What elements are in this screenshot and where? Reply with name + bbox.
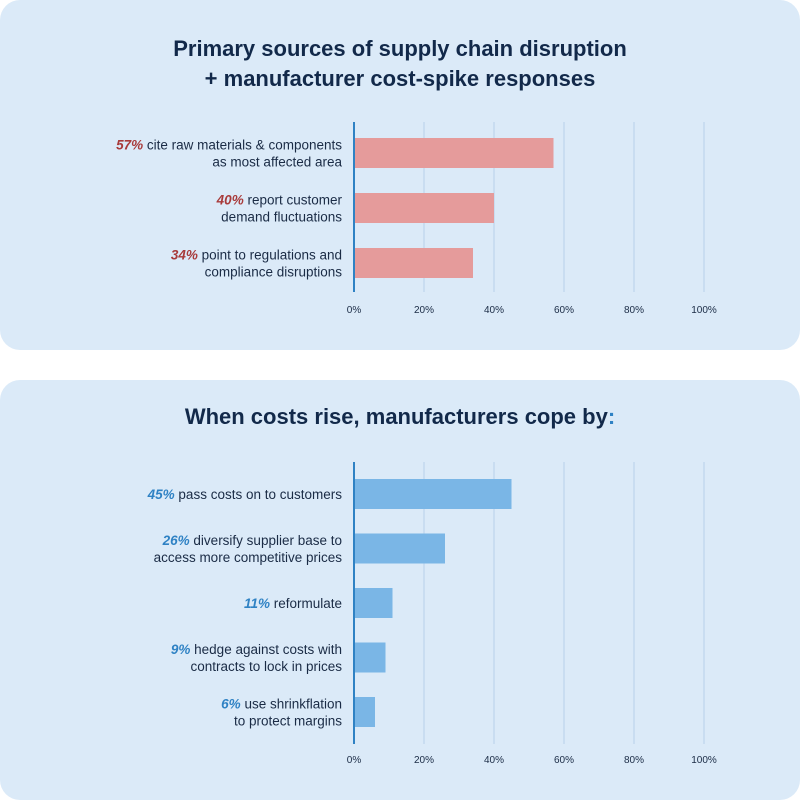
bar bbox=[354, 697, 375, 727]
x-tick-label: 60% bbox=[554, 305, 574, 316]
title-colon: : bbox=[607, 404, 616, 429]
category-label: 6% use shrinkflation bbox=[221, 697, 342, 712]
x-tick-label: 100% bbox=[691, 755, 717, 766]
x-tick-label: 0% bbox=[347, 305, 362, 316]
category-label: to protect margins bbox=[234, 714, 342, 729]
x-tick-label: 40% bbox=[484, 305, 504, 316]
percent-label: 40% bbox=[216, 193, 244, 208]
bar bbox=[354, 533, 445, 564]
category-label: 26% diversify supplier base to bbox=[162, 533, 342, 548]
bar bbox=[354, 642, 386, 673]
chart-title-disruption: Primary sources of supply chain disrupti… bbox=[0, 34, 800, 94]
category-label: 40% report customer bbox=[216, 193, 343, 208]
x-tick-label: 60% bbox=[554, 755, 574, 766]
bar bbox=[354, 193, 494, 223]
category-label: contracts to lock in prices bbox=[190, 659, 342, 674]
cost-response-panel: When costs rise, manufacturers cope by: … bbox=[0, 380, 800, 800]
x-tick-label: 80% bbox=[624, 755, 644, 766]
bar bbox=[354, 248, 473, 278]
category-label: access more competitive prices bbox=[154, 550, 343, 565]
x-tick-label: 20% bbox=[414, 755, 434, 766]
percent-label: 57% bbox=[116, 138, 143, 153]
bar bbox=[354, 138, 554, 168]
category-label: 45% pass costs on to customers bbox=[147, 487, 343, 502]
percent-label: 34% bbox=[171, 248, 198, 263]
x-tick-label: 40% bbox=[484, 755, 504, 766]
category-label: 11% reformulate bbox=[244, 596, 342, 611]
category-label: demand fluctuations bbox=[221, 210, 342, 225]
disruption-bar-chart: 0% 20% 40% 60% 80% 100% 57% cite raw materials… bbox=[116, 122, 717, 316]
percent-label: 9% bbox=[171, 642, 191, 657]
category-label: 57% cite raw materials & components bbox=[116, 138, 342, 153]
chart-title-cost-response: When costs rise, manufacturers cope by: bbox=[0, 402, 800, 432]
x-tick-label: 20% bbox=[414, 305, 434, 316]
title-line-2: + manufacturer cost-spike responses bbox=[204, 66, 596, 91]
category-label: as most affected area bbox=[212, 155, 342, 170]
category-label: 34% point to regulations and bbox=[171, 248, 342, 263]
percent-label: 26% bbox=[162, 533, 190, 548]
percent-label: 6% bbox=[221, 697, 241, 712]
bar bbox=[354, 479, 512, 509]
percent-label: 45% bbox=[147, 487, 175, 502]
percent-label: 11% bbox=[244, 596, 270, 611]
x-tick-label: 0% bbox=[347, 755, 362, 766]
bar bbox=[354, 588, 393, 618]
category-label: compliance disruptions bbox=[205, 265, 343, 280]
x-tick-label: 80% bbox=[624, 305, 644, 316]
disruption-panel: Primary sources of supply chain disrupti… bbox=[0, 0, 800, 350]
x-tick-label: 100% bbox=[691, 305, 717, 316]
category-label: 9% hedge against costs with bbox=[171, 642, 342, 657]
title-line-1: Primary sources of supply chain disrupti… bbox=[173, 36, 627, 61]
title-text: When costs rise, manufacturers cope by bbox=[184, 404, 608, 429]
cost-response-bar-chart: 0% 20% 40% 60% 80% 100% 45% pass costs on to c… bbox=[147, 462, 717, 766]
